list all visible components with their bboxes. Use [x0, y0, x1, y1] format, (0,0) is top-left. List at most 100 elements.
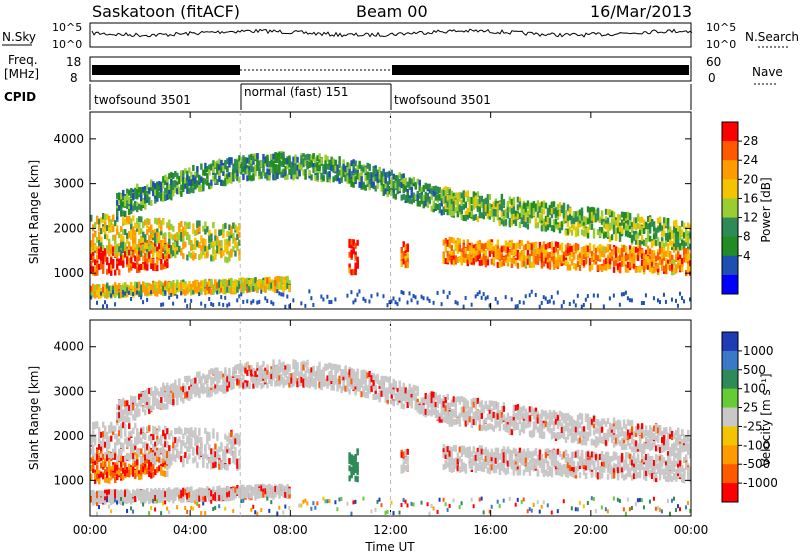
- heatmap-cell: [96, 254, 99, 261]
- heatmap-cell: [244, 163, 247, 170]
- heatmap-cell: [100, 494, 103, 501]
- heatmap-cell: [404, 177, 407, 184]
- heatmap-cell: [106, 466, 109, 473]
- heatmap-cell: [674, 227, 678, 234]
- heatmap-cell: [214, 161, 217, 168]
- heatmap-cell: [144, 245, 147, 252]
- heatmap-cell: [228, 172, 231, 179]
- heatmap-cell: [162, 430, 165, 437]
- heatmap-cell: [142, 255, 145, 262]
- heatmap-cell: [194, 280, 197, 287]
- heatmap-cell: [522, 214, 526, 221]
- heatmap-cell: [122, 444, 125, 451]
- heatmap-cell: [418, 192, 421, 199]
- heatmap-cell: [252, 299, 255, 304]
- heatmap-cell: [124, 242, 127, 249]
- heatmap-cell: [536, 211, 540, 218]
- heatmap-cell: [278, 163, 281, 170]
- heatmap-cell: [324, 168, 327, 175]
- heatmap-cell: [540, 208, 544, 215]
- freq-tick-top: 18: [66, 55, 81, 69]
- heatmap-cell: [482, 258, 486, 265]
- heatmap-cell: [676, 236, 680, 243]
- heatmap-cell: [572, 211, 576, 218]
- heatmap-cell: [116, 467, 119, 474]
- heatmap-cell: [120, 432, 123, 439]
- heatmap-cell: [436, 203, 439, 210]
- heatmap-cell: [160, 181, 163, 188]
- heatmap-cell: [110, 257, 113, 264]
- heatmap-cell: [138, 450, 141, 457]
- heatmap-cell: [394, 193, 397, 200]
- heatmap-cell: [142, 244, 145, 251]
- heatmap-cell: [672, 246, 676, 253]
- heatmap-cell: [142, 502, 145, 507]
- heatmap-cell: [130, 409, 133, 416]
- heatmap-cell: [664, 258, 668, 265]
- heatmap-cell: [664, 250, 668, 257]
- heatmap-cell: [148, 249, 151, 256]
- heatmap-cell: [142, 461, 145, 468]
- heatmap-cell: [266, 168, 269, 175]
- heatmap-cell: [486, 199, 490, 206]
- heatmap-cell: [474, 244, 478, 251]
- heatmap-cell: [574, 226, 578, 233]
- heatmap-cell: [374, 174, 377, 181]
- heatmap-cell: [164, 441, 167, 448]
- heatmap-cell: [144, 242, 147, 249]
- heatmap-cell: [660, 230, 664, 237]
- heatmap-cell: [150, 436, 153, 443]
- heatmap-cell: [192, 244, 195, 251]
- heatmap-cell: [538, 206, 542, 213]
- heatmap-cell: [652, 221, 656, 228]
- heatmap-cell: [446, 294, 449, 299]
- heatmap-cell: [154, 458, 157, 465]
- heatmap-cell: [156, 232, 159, 239]
- heatmap-cell: [590, 264, 594, 271]
- heatmap-cell: [156, 182, 159, 189]
- heatmap-cell: [122, 189, 125, 196]
- heatmap-cell: [356, 262, 359, 269]
- heatmap-cell: [624, 255, 628, 262]
- heatmap-cell: [356, 164, 359, 171]
- heatmap-cell: [540, 252, 544, 259]
- heatmap-cell: [676, 262, 680, 269]
- heatmap-cell: [140, 250, 143, 257]
- heatmap-cell: [452, 209, 456, 216]
- heatmap-cell: [118, 259, 121, 266]
- heatmap-cell: [596, 214, 600, 221]
- heatmap-cell: [274, 152, 277, 159]
- heatmap-cell: [158, 191, 161, 198]
- heatmap-cell: [104, 251, 107, 258]
- heatmap-cell: [224, 163, 227, 170]
- heatmap-cell: [98, 452, 101, 459]
- heatmap-cell: [576, 210, 580, 217]
- heatmap-cell: [280, 292, 283, 297]
- heatmap-cell: [190, 298, 193, 303]
- heatmap-cell: [510, 257, 514, 264]
- heatmap-cell: [170, 248, 173, 255]
- heatmap-cell: [464, 191, 468, 198]
- heatmap-cell: [226, 173, 229, 180]
- heatmap-cell: [316, 161, 319, 168]
- heatmap-cell: [146, 261, 149, 268]
- heatmap-cell: [284, 165, 287, 172]
- heatmap-cell: [106, 268, 109, 275]
- heatmap-cell: [468, 211, 472, 218]
- heatmap-cell: [288, 304, 291, 309]
- heatmap-cell: [444, 203, 447, 210]
- heatmap-cell: [104, 461, 107, 468]
- heatmap-cell: [136, 447, 139, 454]
- heatmap-cell: [278, 283, 281, 290]
- heatmap-cell: [486, 207, 490, 214]
- heatmap-cell: [162, 195, 165, 202]
- heatmap-cell: [620, 227, 624, 234]
- heatmap-cell: [598, 253, 602, 260]
- heatmap-cell: [540, 300, 543, 305]
- heatmap-cell: [154, 390, 157, 397]
- heatmap-cell: [118, 495, 121, 502]
- colorbar-swatch: [722, 179, 738, 199]
- heatmap-cell: [136, 249, 139, 256]
- heatmap-cell: [632, 257, 636, 264]
- heatmap-cell: [118, 232, 121, 239]
